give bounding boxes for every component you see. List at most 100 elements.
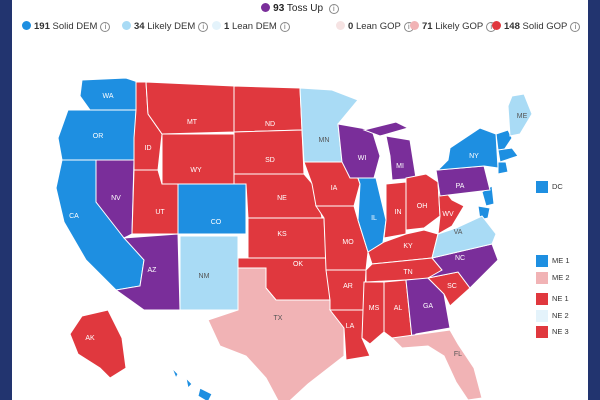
- district-label: DC: [552, 181, 563, 191]
- info-icon[interactable]: i: [328, 4, 339, 14]
- state-ar[interactable]: [325, 269, 367, 311]
- lean-dem-dot: [212, 21, 221, 30]
- state-label-co: CO: [211, 219, 222, 226]
- solid-dem-count: 191: [34, 21, 50, 32]
- likely-gop-count: 71: [422, 21, 433, 32]
- state-label-ak: AK: [85, 335, 95, 342]
- district-item-ne-2[interactable]: NE 2: [536, 310, 569, 322]
- district-swatch: [536, 272, 548, 284]
- state-label-mn: MN: [319, 137, 330, 144]
- state-label-me: ME: [517, 113, 528, 120]
- state-ak[interactable]: [69, 309, 127, 379]
- district-item-me-2[interactable]: ME 2: [536, 272, 570, 284]
- state-az[interactable]: [114, 233, 181, 311]
- legend-likely-dem[interactable]: 34 Likely DEM i: [122, 21, 209, 32]
- state-label-ga: GA: [423, 303, 433, 310]
- toss-up-label: Toss Up: [286, 3, 324, 14]
- state-label-ne: NE: [277, 195, 287, 202]
- district-swatch: [536, 181, 548, 193]
- state-mo[interactable]: [315, 205, 369, 271]
- ma-region[interactable]: [497, 147, 519, 163]
- state-hi[interactable]: [171, 367, 213, 400]
- state-label-nd: ND: [265, 121, 275, 128]
- state-label-il: IL: [371, 215, 377, 222]
- state-oh[interactable]: [405, 173, 441, 231]
- state-label-sc: SC: [447, 283, 457, 290]
- lean-gop-count: 0: [348, 21, 354, 32]
- district-swatch: [536, 293, 548, 305]
- right-frame: [588, 0, 600, 400]
- state-mt[interactable]: [145, 81, 235, 135]
- legend-likely-gop[interactable]: 71 Likely GOP i: [410, 21, 497, 32]
- solid-gop-count: 148: [504, 21, 520, 32]
- state-label-sd: SD: [265, 157, 275, 164]
- district-item-dc[interactable]: DC: [536, 181, 563, 193]
- district-label: ME 1: [552, 255, 570, 265]
- state-label-ar: AR: [343, 283, 353, 290]
- lean-dem-label: Lean DEM: [231, 21, 277, 32]
- state-label-nm: NM: [199, 273, 210, 280]
- state-fl[interactable]: [390, 329, 483, 400]
- rating-legend: 191 Solid DEM i 34 Likely DEM i 1 Lean DEM…: [12, 21, 588, 35]
- state-label-or: OR: [93, 133, 104, 140]
- state-label-nc: NC: [455, 255, 465, 262]
- state-co[interactable]: [177, 183, 247, 235]
- legend-solid-gop[interactable]: 148 Solid GOP i: [492, 21, 581, 32]
- info-icon[interactable]: i: [198, 22, 209, 32]
- solid-gop-label: Solid GOP: [522, 21, 568, 32]
- map-card: 93 Toss Up i 191 Solid DEM i 34 Likely DE…: [12, 0, 588, 400]
- state-ms[interactable]: [361, 281, 385, 345]
- vt-nh-region[interactable]: [495, 129, 513, 151]
- state-label-nv: NV: [111, 195, 121, 202]
- state-label-al: AL: [394, 305, 403, 312]
- state-mi[interactable]: [362, 121, 417, 181]
- lean-gop-dot: [336, 21, 345, 30]
- state-label-ut: UT: [155, 209, 165, 216]
- district-item-ne-1[interactable]: NE 1: [536, 293, 569, 305]
- state-label-ny: NY: [469, 153, 479, 160]
- ct-ri-region[interactable]: [497, 161, 509, 175]
- district-label: NE 3: [552, 326, 569, 336]
- district-item-me-1[interactable]: ME 1: [536, 255, 570, 267]
- legend-solid-dem[interactable]: 191 Solid DEM i: [22, 21, 111, 32]
- state-label-ca: CA: [69, 213, 79, 220]
- state-label-wi: WI: [358, 155, 367, 162]
- state-ks[interactable]: [247, 217, 327, 259]
- state-label-la: LA: [346, 323, 355, 330]
- state-label-mi: MI: [396, 163, 404, 170]
- lean-gop-label: Lean GOP: [355, 21, 401, 32]
- state-label-va: VA: [454, 229, 463, 236]
- state-in[interactable]: [383, 181, 407, 239]
- state-label-wv: WV: [442, 211, 454, 218]
- district-swatch: [536, 310, 548, 322]
- state-nm[interactable]: [179, 235, 239, 311]
- district-label: NE 2: [552, 310, 569, 320]
- state-tx[interactable]: [207, 267, 345, 400]
- legend-lean-gop[interactable]: 0 Lean GOP i: [336, 21, 414, 32]
- state-label-mo: MO: [342, 239, 354, 246]
- info-icon[interactable]: i: [100, 22, 111, 32]
- state-label-oh: OH: [417, 203, 428, 210]
- state-label-ky: KY: [403, 243, 413, 250]
- state-me[interactable]: [507, 93, 532, 137]
- solid-dem-dot: [22, 21, 31, 30]
- us-electoral-map: WA OR CA NV ID MT WY UT AZ CO NM ND SD NE KS OK TX MN IA MO…: [55, 77, 532, 400]
- state-nv[interactable]: [95, 159, 135, 239]
- state-label-ks: KS: [277, 231, 287, 238]
- info-icon[interactable]: i: [570, 22, 581, 32]
- info-icon[interactable]: i: [279, 22, 290, 32]
- state-label-in: IN: [395, 209, 402, 216]
- state-va[interactable]: [431, 215, 497, 259]
- state-wy[interactable]: [161, 133, 235, 185]
- state-ny[interactable]: [436, 127, 499, 171]
- toss-up-count: 93: [273, 3, 285, 14]
- state-label-wy: WY: [190, 167, 202, 174]
- likely-gop-label: Likely GOP: [435, 21, 484, 32]
- likely-dem-label: Likely DEM: [147, 21, 196, 32]
- state-label-id: ID: [145, 145, 152, 152]
- state-label-tx: TX: [274, 315, 283, 322]
- toss-up-header[interactable]: 93 Toss Up i: [12, 3, 588, 14]
- district-item-ne-3[interactable]: NE 3: [536, 326, 569, 338]
- state-sd[interactable]: [233, 129, 305, 175]
- legend-lean-dem[interactable]: 1 Lean DEM i: [212, 21, 290, 32]
